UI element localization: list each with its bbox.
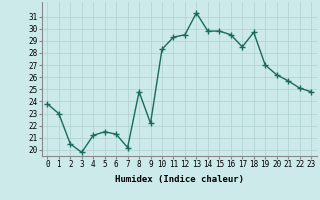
X-axis label: Humidex (Indice chaleur): Humidex (Indice chaleur) (115, 175, 244, 184)
